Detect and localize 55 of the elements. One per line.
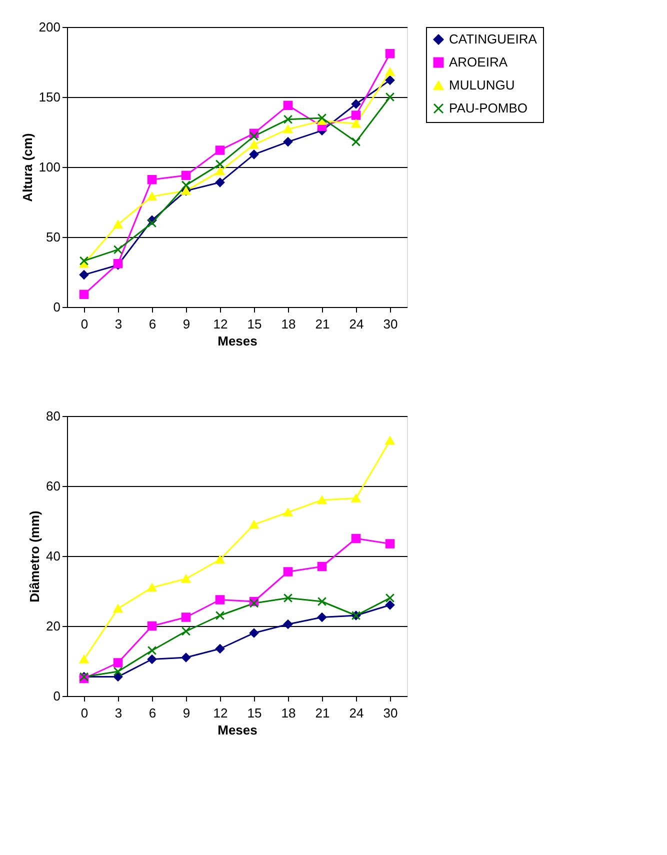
y-tick-label: 150	[38, 90, 60, 104]
x-tick-label: 12	[213, 316, 228, 332]
x-tick-label: 6	[148, 706, 156, 720]
x-tick-label: 24	[349, 706, 364, 720]
x-tick-label: 15	[247, 706, 262, 720]
point	[79, 256, 89, 266]
x-tick-label: 9	[182, 706, 190, 720]
point	[317, 596, 327, 606]
x-tick-label: 3	[114, 706, 122, 720]
x-axis-title: Meses	[218, 722, 258, 738]
x-tick-label: 21	[315, 706, 330, 720]
x-tick-label: 6	[148, 316, 156, 332]
x-axis-title: Meses	[218, 334, 258, 348]
x-tick-label: 30	[383, 706, 398, 720]
y-tick-label: 200	[38, 20, 60, 34]
y-tick-label: 50	[46, 230, 60, 244]
x-tick-label: 24	[349, 316, 364, 332]
x-tick-label: 0	[80, 316, 88, 332]
point	[351, 137, 361, 146]
y-tick-label: 0	[53, 688, 60, 704]
y-axis-title: Altura (cm)	[20, 133, 35, 202]
x-tick-label: 18	[281, 706, 296, 720]
legend-label: CATINGUEIRA	[449, 32, 538, 46]
point	[249, 132, 259, 141]
point	[181, 626, 191, 636]
point	[147, 218, 157, 228]
point	[113, 244, 123, 254]
y-axis-title: Diâmetro (mm)	[27, 510, 42, 602]
x-tick-label: 18	[281, 316, 296, 332]
x-tick-label: 9	[182, 316, 190, 332]
x-tick-label: 12	[213, 706, 228, 720]
point	[385, 593, 395, 603]
point	[181, 180, 191, 190]
legend-label: MULUNGU	[449, 78, 515, 92]
point	[147, 646, 157, 656]
x-tick-label: 30	[383, 316, 398, 332]
legend-label: PAU-POMBO	[449, 100, 528, 116]
point	[385, 92, 395, 102]
y-tick-label: 0	[53, 300, 60, 314]
x-tick-label: 21	[315, 316, 330, 332]
x-tick-label: 3	[114, 316, 122, 332]
y-tick-label: 100	[38, 160, 60, 174]
point	[283, 114, 293, 124]
point	[283, 593, 293, 603]
x-tick-label: 15	[247, 316, 262, 332]
point	[215, 160, 225, 169]
point	[317, 113, 327, 123]
y-tick-label: 80	[46, 408, 60, 424]
legend-label: AROEIRA	[449, 54, 508, 70]
point	[215, 610, 225, 620]
x-tick-label: 0	[80, 706, 88, 720]
y-tick-label: 40	[46, 548, 60, 564]
y-tick-label: 60	[46, 478, 60, 494]
point	[113, 666, 123, 676]
y-tick-label: 20	[46, 618, 60, 634]
